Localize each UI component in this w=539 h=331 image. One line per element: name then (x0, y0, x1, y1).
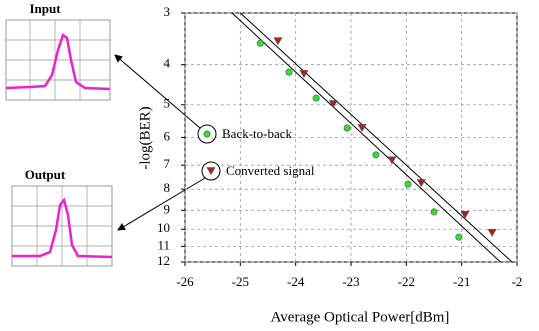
y-tick-label: 9 (164, 201, 171, 216)
x-axis-label: Average Optical Power[dBm] (271, 309, 450, 325)
x-tick-label: -21 (453, 274, 470, 289)
point (431, 209, 437, 215)
point (405, 181, 411, 187)
point (313, 95, 319, 101)
point (286, 69, 292, 75)
chart: Input Output -log(BER) Average Optical P… (0, 0, 539, 331)
y-tick-label: 11 (157, 237, 170, 252)
point (257, 40, 263, 46)
inset-title: Output (25, 167, 66, 182)
arrow (115, 55, 200, 128)
y-tick-label: 12 (157, 253, 170, 268)
x-tick-label: -23 (342, 274, 359, 289)
point (274, 38, 282, 45)
page: Input Output -log(BER) Average Optical P… (0, 0, 539, 331)
point (344, 125, 350, 131)
point (388, 157, 396, 164)
y-tick-label: 7 (164, 156, 171, 171)
inset-title: Input (29, 1, 61, 16)
point (488, 229, 496, 236)
y-tick-label: 4 (164, 56, 171, 71)
output-inset (12, 186, 112, 266)
legend-marker (204, 131, 210, 137)
y-tick-label: 10 (157, 220, 170, 235)
point (461, 211, 469, 218)
y-tick-label: 8 (164, 180, 171, 195)
input-inset (6, 20, 110, 100)
legend-label: Back-to-back (222, 126, 293, 141)
y-tick-label: 6 (164, 128, 171, 143)
y-tick-label: 3 (164, 4, 171, 19)
y-axis-label: -log(BER) (137, 106, 153, 169)
legend-label: Converted signal (226, 163, 315, 178)
x-tick-label: -25 (232, 274, 249, 289)
x-tick-label: -24 (287, 274, 305, 289)
x-tick-label: -2 (512, 274, 523, 289)
x-tick-label: -26 (176, 274, 194, 289)
point (456, 234, 462, 240)
y-tick-label: 5 (164, 96, 171, 111)
x-tick-label: -22 (398, 274, 415, 289)
point (373, 152, 379, 158)
